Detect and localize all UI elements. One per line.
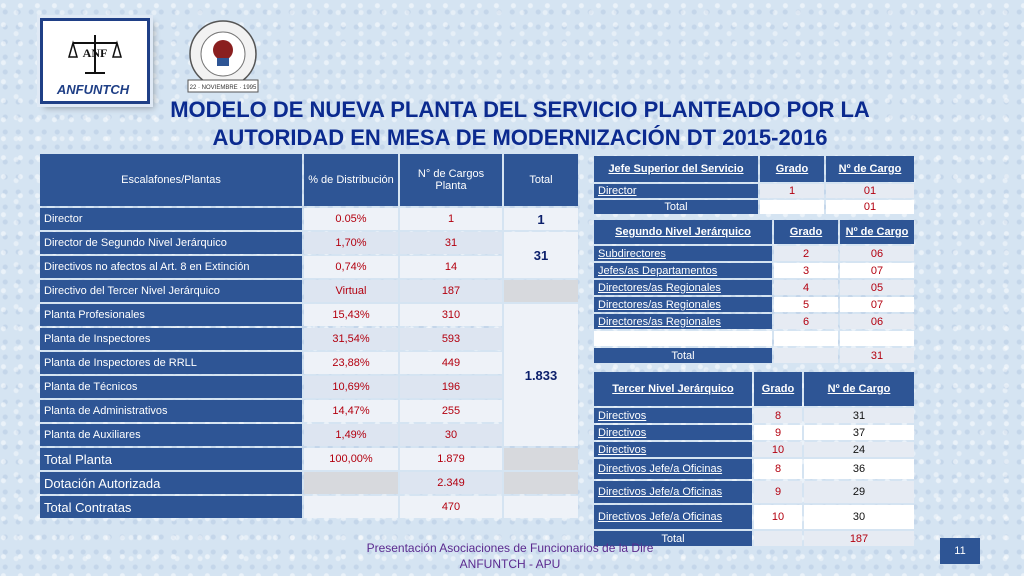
table-row: Total Contratas 470 (40, 496, 578, 518)
table-row: Directores/as Regionales 6 06 (594, 314, 914, 329)
header-total: Total (504, 154, 578, 206)
total-director: 1 (504, 208, 578, 230)
total-segundo-nivel: 31 (504, 232, 578, 278)
page-number: 11 (940, 538, 980, 564)
table-row: Directivos Jefe/a Oficinas 9 29 (594, 481, 914, 503)
header-cargos: N° de Cargos Planta (400, 154, 502, 206)
table-row: Planta de Inspectores de RRLL 23,88% 449 (40, 352, 578, 374)
anfuntch-logo: ANF ANFUNTCH (40, 18, 150, 104)
logo-text: ANFUNTCH (56, 82, 130, 97)
footer-line-1: Presentación Asociaciones de Funcionario… (366, 541, 654, 555)
association-seal-icon: 22 · NOVIEMBRE · 1995 (187, 20, 259, 93)
table-row: Jefes/as Departamentos 3 07 (594, 263, 914, 278)
table-row: Directivos no afectos al Art. 8 en Extin… (40, 256, 578, 278)
table-row: Planta de Técnicos 10,69% 196 (40, 376, 578, 398)
table-row: Directivo del Tercer Nivel Jerárquico Vi… (40, 280, 578, 302)
header-distribucion: % de Distribución (304, 154, 398, 206)
table-row: Dotación Autorizada 2.349 (40, 472, 578, 494)
table-row: Planta de Auxiliares 1,49% 30 (40, 424, 578, 446)
table-row: Planta de Administrativos 14,47% 255 (40, 400, 578, 422)
table-row: Director 1 01 (594, 184, 914, 198)
table-total-row: Total 187 (594, 531, 914, 546)
table-row: Planta de Inspectores 31,54% 593 (40, 328, 578, 350)
header-escalafones: Escalafones/Plantas (40, 154, 302, 206)
table-row: Director 0.05% 1 1 (40, 208, 578, 230)
table-header-row: Escalafones/Plantas % de Distribución N°… (40, 154, 578, 206)
table-row: Directores/as Regionales 4 05 (594, 280, 914, 295)
table-header-row: Jefe Superior del Servicio Grado Nº de C… (594, 156, 914, 182)
table-row: Directivos 9 37 (594, 425, 914, 440)
segundo-nivel-table: Segundo Nivel Jerárquico Grado Nº de Car… (592, 218, 916, 365)
page-title: MODELO DE NUEVA PLANTA DEL SERVICIO PLAN… (120, 96, 920, 152)
footer-line-2: ANFUNTCH - APU (459, 557, 561, 571)
table-row: Directivos Jefe/a Oficinas 8 36 (594, 459, 914, 479)
table-row: Planta Profesionales 15,43% 310 1.833 (40, 304, 578, 446)
total-plantas: 1.833 (504, 304, 578, 446)
table-row: Directivos Jefe/a Oficinas 10 30 (594, 505, 914, 529)
table-header-row: Tercer Nivel Jerárquico Grado Nº de Carg… (594, 372, 914, 406)
table-header-row: Segundo Nivel Jerárquico Grado Nº de Car… (594, 220, 914, 244)
svg-text:ANF: ANF (83, 46, 108, 60)
table-row: Subdirectores 2 06 (594, 246, 914, 261)
table-row: Directivos 10 24 (594, 442, 914, 457)
table-total-row: Total 31 (594, 348, 914, 363)
main-staffing-table: Escalafones/Plantas % de Distribución N°… (38, 152, 580, 520)
table-row: Directivos 8 31 (594, 408, 914, 423)
tercer-nivel-table: Tercer Nivel Jerárquico Grado Nº de Carg… (592, 370, 916, 548)
title-line-1: MODELO DE NUEVA PLANTA DEL SERVICIO PLAN… (170, 97, 870, 122)
table-row: Directores/as Regionales 5 07 (594, 297, 914, 312)
title-line-2: AUTORIDAD EN MESA DE MODERNIZACIÓN DT 20… (212, 125, 828, 150)
table-empty-row (594, 331, 914, 346)
table-row: Total Planta 100,00% 1.879 (40, 448, 578, 470)
footer-text: Presentación Asociaciones de Funcionario… (300, 540, 720, 572)
svg-text:22 · NOVIEMBRE · 1995: 22 · NOVIEMBRE · 1995 (190, 85, 257, 91)
table-row: Director de Segundo Nivel Jerárquico 1,7… (40, 232, 578, 278)
table-total-row: Total 01 (594, 200, 914, 214)
scales-of-justice-icon: ANF (68, 35, 122, 74)
jefe-superior-table: Jefe Superior del Servicio Grado Nº de C… (592, 154, 916, 216)
